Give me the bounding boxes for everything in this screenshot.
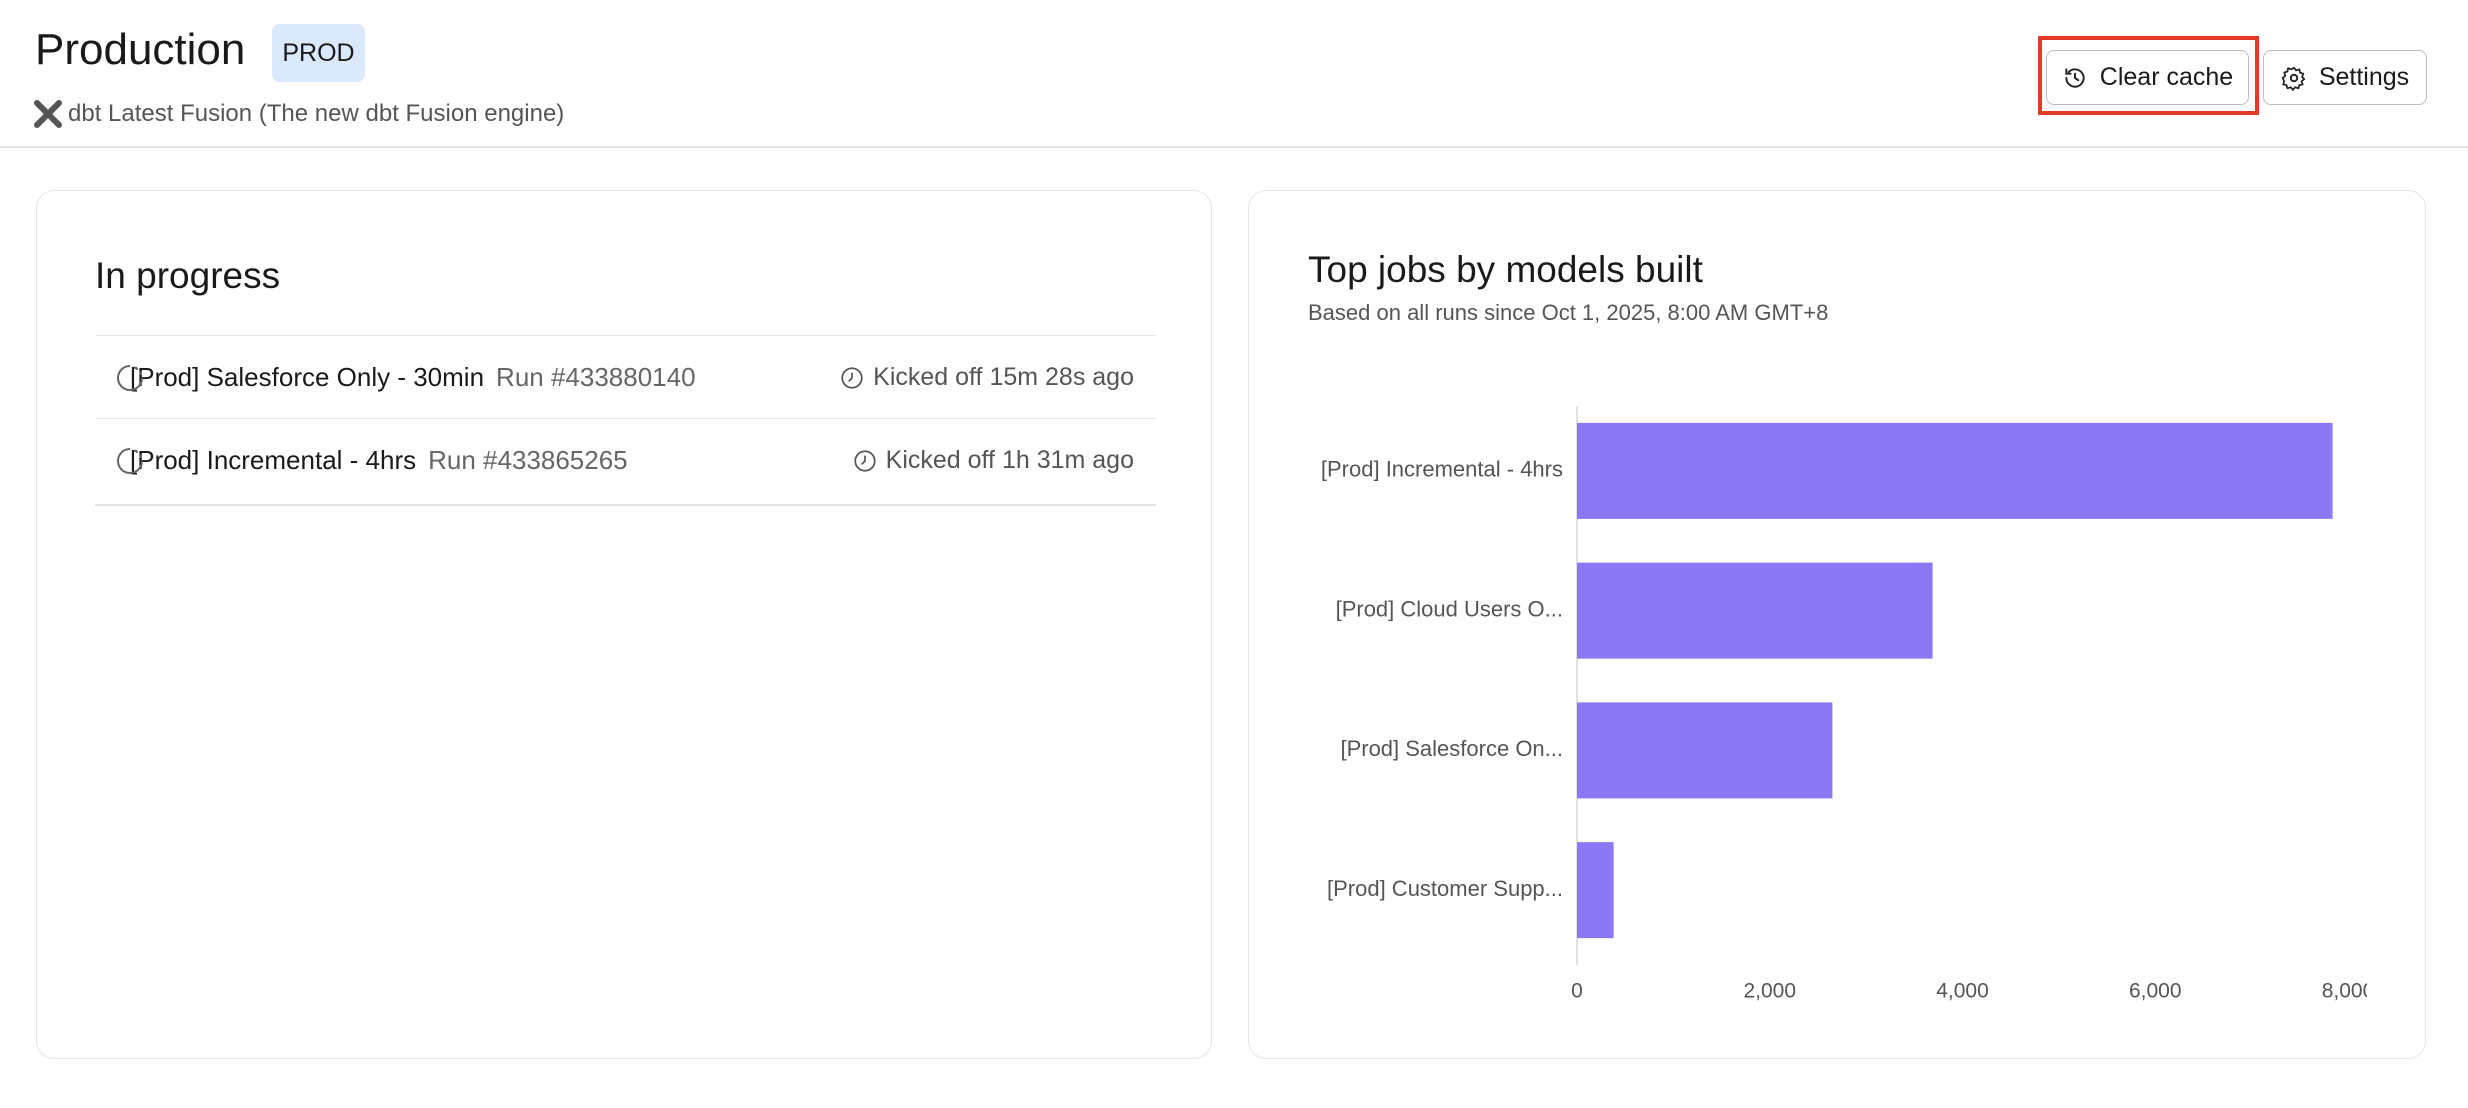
bar bbox=[1576, 701, 1832, 798]
y-tick-label: [Prod] Incremental - 4hrs bbox=[1320, 456, 1562, 481]
chart-title: Top jobs by models built bbox=[1308, 248, 1704, 289]
bar bbox=[1576, 562, 1933, 659]
run-row[interactable]: [Prod] Incremental - 4hrs Run #433865265 K… bbox=[95, 418, 1156, 502]
env-badge: PROD bbox=[272, 24, 365, 82]
job-name: [Prod] Incremental - 4hrs bbox=[130, 445, 417, 475]
x-tick-label: 2,000 bbox=[1743, 979, 1796, 1002]
highlight-box bbox=[2038, 36, 2259, 115]
page-title: Production bbox=[35, 25, 246, 74]
bar bbox=[1576, 422, 2333, 519]
run-id: Run #433865265 bbox=[428, 445, 628, 475]
run-id: Run #433880140 bbox=[496, 362, 696, 392]
chart-card: Top jobs by models built Based on all ru… bbox=[1248, 190, 2426, 1059]
in-progress-card: In progress [Prod] Salesforce Only - 30m… bbox=[36, 190, 1212, 1059]
fusion-icon bbox=[34, 100, 62, 128]
clock-icon bbox=[841, 366, 863, 389]
spinner-icon bbox=[117, 448, 143, 474]
status-text: Kicked off 15m 28s ago bbox=[873, 363, 1134, 391]
spinner-icon bbox=[117, 365, 143, 391]
chart: Top jobs by models built Based on all ru… bbox=[1308, 248, 2374, 1002]
page-subtitle: dbt Latest Fusion (The new dbt Fusion en… bbox=[68, 100, 565, 127]
status-text: Kicked off 1h 31m ago bbox=[885, 446, 1134, 474]
history-icon bbox=[2065, 67, 2085, 88]
header-divider bbox=[0, 146, 2468, 148]
card-title: In progress bbox=[95, 255, 281, 296]
button-label: Clear cache bbox=[2099, 63, 2234, 91]
x-tick-label: 4,000 bbox=[1936, 979, 1989, 1002]
run-status: Kicked off 15m 28s ago bbox=[839, 363, 1134, 392]
settings-button[interactable]: Settings bbox=[2263, 50, 2427, 105]
x-tick-label: 8,000 bbox=[2321, 979, 2374, 1002]
run-status: Kicked off 1h 31m ago bbox=[852, 446, 1134, 475]
job-name: [Prod] Salesforce Only - 30min bbox=[130, 362, 485, 392]
button-label: Settings bbox=[2318, 63, 2410, 91]
chart-subtitle: Based on all runs since Oct 1, 2025, 8:0… bbox=[1308, 299, 1828, 324]
clock-icon bbox=[854, 449, 876, 472]
clear-cache-button[interactable]: Clear cache bbox=[2046, 50, 2249, 105]
plot-area: 0 2,000 4,000 6,000 8,000 bbox=[1571, 422, 2374, 1002]
y-tick-label: [Prod] Cloud Users O... bbox=[1335, 596, 1562, 621]
y-tick-label: [Prod] Customer Supp... bbox=[1327, 875, 1563, 900]
gear-icon bbox=[2281, 66, 2305, 91]
bar bbox=[1576, 841, 1614, 938]
x-tick-label: 6,000 bbox=[2128, 979, 2181, 1002]
x-tick-label: 0 bbox=[1571, 979, 1583, 1002]
row-divider bbox=[95, 504, 1156, 506]
run-row[interactable]: [Prod] Salesforce Only - 30min Run #43388… bbox=[95, 335, 1156, 419]
y-tick-label: [Prod] Salesforce On... bbox=[1340, 736, 1563, 761]
